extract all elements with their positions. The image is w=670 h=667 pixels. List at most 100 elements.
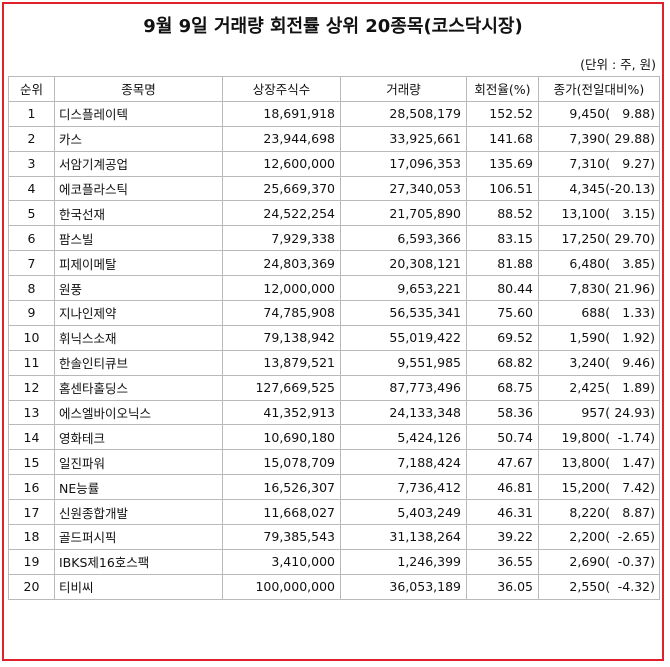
cell-shares: 127,669,525: [222, 374, 341, 401]
cell-name: 휘닉스소재: [54, 324, 223, 351]
cell-turnover: 81.88: [466, 250, 539, 277]
cell-shares: 7,929,338: [222, 225, 341, 252]
cell-name: 피제이메탈: [54, 250, 223, 277]
cell-volume: 24,133,348: [340, 399, 467, 426]
price-value: 3,240: [569, 355, 606, 371]
cell-name: 한솔인티큐브: [54, 349, 223, 376]
paren-close: ): [650, 454, 655, 470]
cell-rank: 12: [8, 374, 55, 401]
paren-open: (: [605, 405, 611, 421]
cell-turnover: 36.05: [466, 573, 539, 600]
table-row: 4 에코플라스틱 25,669,370 27,340,053 106.51 4,345(-…: [8, 175, 660, 202]
cell-volume: 9,551,985: [340, 349, 467, 376]
paren-close: ): [650, 504, 655, 520]
paren-close: ): [650, 131, 655, 147]
table-row: 20 티비씨 100,000,000 36,053,189 36.05 2,550(-4.…: [8, 573, 660, 600]
paren-open: (: [605, 380, 611, 396]
paren-open: (: [605, 330, 611, 346]
paren-open: (: [605, 205, 611, 221]
cell-turnover: 88.52: [466, 200, 539, 227]
ranking-table: 순위 종목명 상장주식수 거래량 회전율(%) 종가(전일대비%) 1 디스플레이…: [8, 76, 660, 600]
change-value: 1.33: [622, 305, 651, 321]
paren-close: ): [650, 156, 655, 172]
table-row: 2 카스 23,944,698 33,925,661 141.68 7,390(29.88…: [8, 125, 660, 152]
cell-shares: 41,352,913: [222, 399, 341, 426]
cell-volume: 36,053,189: [340, 573, 467, 600]
price-value: 2,200: [569, 529, 606, 545]
cell-rank: 5: [8, 200, 55, 227]
paren-open: (: [605, 255, 611, 271]
cell-turnover: 46.81: [466, 474, 539, 501]
cell-name: 디스플레이텍: [54, 100, 223, 127]
table-row: 19 IBKS제16호스팩 3,410,000 1,246,399 36.55 2,690…: [8, 548, 660, 575]
cell-name: 일진파워: [54, 449, 223, 476]
cell-turnover: 106.51: [466, 175, 539, 202]
paren-close: ): [650, 380, 655, 396]
cell-rank: 3: [8, 150, 55, 177]
change-value: -2.65: [617, 529, 651, 545]
paren-close: ): [650, 529, 655, 545]
cell-rank: 2: [8, 125, 55, 152]
cell-turnover: 75.60: [466, 300, 539, 326]
price-value: 7,830: [569, 280, 606, 296]
cell-volume: 7,736,412: [340, 474, 467, 501]
cell-turnover: 58.36: [466, 399, 539, 426]
header-rank: 순위: [8, 76, 55, 102]
paren-open: (: [605, 230, 611, 246]
cell-rank: 9: [8, 300, 55, 326]
table-row: 7 피제이메탈 24,803,369 20,308,121 81.88 6,480(3.8…: [8, 250, 660, 277]
paren-close: ): [650, 579, 655, 595]
table-row: 11 한솔인티큐브 13,879,521 9,551,985 68.82 3,240(9.…: [8, 349, 660, 376]
paren-open: (: [605, 504, 611, 520]
cell-price: 1,590(1.92): [538, 324, 660, 351]
paren-close: ): [650, 405, 655, 421]
change-value: 9.46: [622, 355, 651, 371]
cell-volume: 17,096,353: [340, 150, 467, 177]
price-value: 2,690: [569, 554, 606, 570]
cell-name: 원풍: [54, 275, 223, 302]
cell-shares: 11,668,027: [222, 499, 341, 526]
price-value: 7,390: [569, 131, 606, 147]
paren-open: (: [605, 454, 611, 470]
paren-open: (: [605, 181, 611, 196]
table-row: 17 신원종합개발 11,668,027 5,403,249 46.31 8,220(8.…: [8, 499, 660, 526]
table-row: 3 서암기계공업 12,600,000 17,096,353 135.69 7,310(9…: [8, 150, 660, 177]
page-title: 9월 9일 거래량 회전률 상위 20종목(코스닥시장): [143, 16, 523, 37]
paren-open: (: [605, 355, 611, 371]
cell-turnover: 68.75: [466, 374, 539, 401]
change-value: 21.96: [614, 280, 651, 296]
change-value: 29.88: [614, 131, 651, 147]
price-value: 2,550: [569, 579, 606, 595]
cell-turnover: 46.31: [466, 499, 539, 526]
cell-price: 13,100(3.15): [538, 200, 660, 227]
cell-price: 7,390(29.88): [538, 125, 660, 152]
cell-turnover: 36.55: [466, 548, 539, 575]
cell-turnover: 69.52: [466, 324, 539, 351]
cell-name: IBKS제16호스팩: [54, 548, 223, 575]
cell-turnover: 83.15: [466, 225, 539, 252]
header-row: 순위 종목명 상장주식수 거래량 회전율(%) 종가(전일대비%): [8, 76, 660, 102]
paren-close: ): [650, 230, 655, 246]
header-name: 종목명: [54, 76, 223, 102]
cell-volume: 21,705,890: [340, 200, 467, 227]
cell-rank: 10: [8, 324, 55, 351]
cell-name: 서암기계공업: [54, 150, 223, 177]
cell-volume: 27,340,053: [340, 175, 467, 202]
cell-volume: 31,138,264: [340, 524, 467, 550]
cell-shares: 15,078,709: [222, 449, 341, 476]
cell-name: 에코플라스틱: [54, 175, 223, 202]
cell-price: 6,480(3.85): [538, 250, 660, 277]
paren-close: ): [650, 330, 655, 346]
price-value: 15,200: [561, 479, 606, 495]
paren-close: ): [650, 305, 655, 321]
price-value: 13,100: [561, 205, 606, 221]
cell-rank: 11: [8, 349, 55, 376]
change-value: -1.74: [617, 429, 651, 445]
cell-name: 골드퍼시픽: [54, 524, 223, 550]
cell-rank: 18: [8, 524, 55, 550]
price-value: 688: [581, 305, 606, 321]
table-row: 13 에스엘바이오닉스 41,352,913 24,133,348 58.36 957(2…: [8, 399, 660, 426]
change-value: 9.27: [622, 156, 651, 172]
table-row: 5 한국선재 24,522,254 21,705,890 88.52 13,100(3.1…: [8, 200, 660, 227]
cell-price: 2,690(-0.37): [538, 548, 660, 575]
